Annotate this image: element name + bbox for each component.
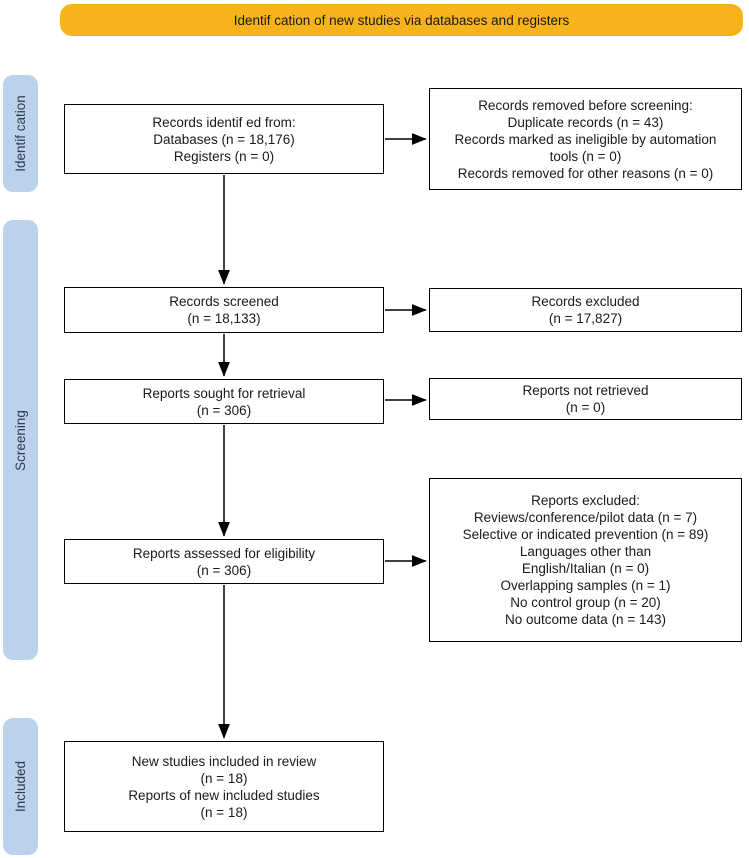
box-text-line: (n = 18,133) [187, 311, 261, 326]
box-text-line: Records screened [169, 294, 279, 309]
box-text-line: (n = 18) [200, 804, 248, 820]
box-text-line: Reports excluded: [531, 493, 640, 508]
box-text-line: Records removed before screening: [478, 97, 693, 113]
stage-label-text: Included [13, 760, 29, 813]
box-text-line: tools (n = 0) [549, 148, 622, 164]
box-text-line: (n = 306) [196, 562, 252, 578]
box-records-excluded: Records excluded (n = 17,827) [429, 288, 742, 332]
stage-label-screening: Screening [3, 220, 38, 660]
box-text-line: (n = 306) [196, 402, 252, 418]
box-text-line: Records marked as ineligible by automati… [454, 131, 717, 147]
stage-label-included: Included [3, 718, 38, 855]
stage-label-text: Identif cation [13, 95, 28, 172]
box-records-removed: Records removed before screening: Duplic… [429, 88, 742, 190]
box-text-line: (n = 18) [200, 770, 248, 786]
box-text-line: (n = 17,827) [548, 311, 623, 326]
box-text-line: No control group (n = 20) [510, 595, 661, 610]
stage-label-identification: Identif cation [3, 75, 38, 192]
box-records-screened: Records screened (n = 18,133) [64, 287, 384, 333]
box-text-line: Reports sought for retrieval [142, 385, 306, 401]
box-text-line: Reports not retrieved [522, 383, 649, 398]
stage-label-text: Screening [13, 409, 29, 471]
box-text-line: English/Italian (n = 0) [521, 561, 650, 576]
box-included: New studies included in review (n = 18) … [64, 741, 384, 832]
box-reports-excluded: Reports excluded: Reviews/conference/pil… [429, 478, 742, 642]
box-text-line: Records excluded [531, 294, 640, 309]
box-records-identified: Records identif ed from: Databases (n = … [64, 104, 384, 174]
box-text-line: Reports assessed for eligibility [132, 545, 316, 561]
box-reports-not-retrieved: Reports not retrieved (n = 0) [429, 378, 742, 420]
arrow-lines [218, 133, 427, 739]
box-text-line: Selective or indicated prevention (n = 8… [462, 527, 709, 542]
box-text-line: Reviews/conference/pilot data (n = 7) [473, 510, 698, 525]
box-text-line: Languages other than [519, 544, 652, 559]
box-text-line: Records removed for other reasons (n = 0… [457, 165, 714, 181]
box-text-line: Duplicate records (n = 43) [507, 114, 664, 130]
banner-title: Identif cation of new studies via databa… [60, 4, 743, 36]
box-text-line: Databases (n = 18,176) [153, 131, 295, 147]
box-text-line: New studies included in review [131, 753, 317, 769]
box-reports-assessed: Reports assessed for eligibility (n = 30… [64, 539, 384, 584]
box-reports-sought: Reports sought for retrieval (n = 306) [64, 379, 384, 424]
box-text-line: (n = 0) [565, 400, 606, 415]
box-text-line: Registers (n = 0) [173, 148, 275, 164]
box-text-line: Reports of new included studies [128, 787, 320, 803]
box-text-line: No outcome data (n = 143) [505, 612, 666, 627]
box-text-line: Records identif ed from: [152, 114, 296, 130]
box-text-line: Overlapping samples (n = 1) [500, 578, 671, 593]
